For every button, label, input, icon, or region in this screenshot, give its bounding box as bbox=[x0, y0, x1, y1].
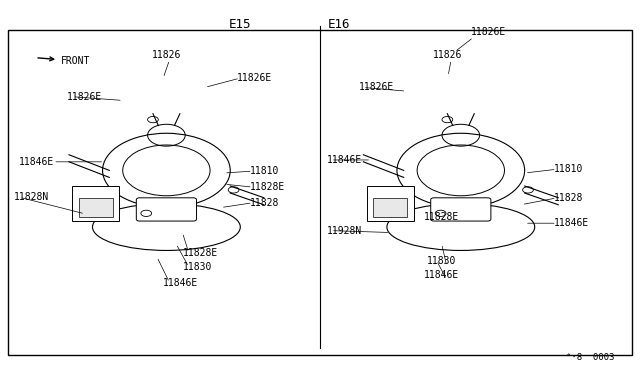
Text: 11826E: 11826E bbox=[67, 92, 102, 102]
Text: 11828E: 11828E bbox=[182, 248, 218, 258]
Bar bbox=[8, 30, 632, 355]
Text: 11830: 11830 bbox=[427, 256, 456, 266]
Text: E15: E15 bbox=[228, 18, 252, 31]
Bar bbox=[373, 198, 407, 217]
FancyBboxPatch shape bbox=[136, 198, 196, 221]
Text: 11826: 11826 bbox=[152, 49, 181, 60]
Text: 11828: 11828 bbox=[250, 198, 279, 208]
Bar bbox=[79, 198, 113, 217]
Text: 11846E: 11846E bbox=[424, 270, 460, 280]
Text: 11846E: 11846E bbox=[163, 278, 198, 288]
Text: 11846E: 11846E bbox=[19, 157, 54, 167]
Bar bbox=[367, 186, 414, 221]
Text: ^·8  0003: ^·8 0003 bbox=[566, 353, 614, 362]
Text: 11828E: 11828E bbox=[424, 212, 460, 222]
Text: 11810: 11810 bbox=[554, 164, 583, 174]
Text: 11826E: 11826E bbox=[237, 73, 272, 83]
Text: 11830: 11830 bbox=[182, 262, 212, 272]
FancyBboxPatch shape bbox=[431, 198, 491, 221]
Text: 11826E: 11826E bbox=[470, 27, 506, 37]
Text: 11826: 11826 bbox=[433, 49, 463, 60]
Text: 11828N: 11828N bbox=[14, 192, 49, 202]
Text: 11828E: 11828E bbox=[250, 182, 285, 192]
Text: 11828: 11828 bbox=[554, 193, 583, 203]
Bar bbox=[72, 186, 119, 221]
Text: 11846E: 11846E bbox=[326, 155, 362, 165]
Text: 11928N: 11928N bbox=[326, 226, 362, 235]
Text: 11826E: 11826E bbox=[358, 83, 394, 92]
Text: E16: E16 bbox=[328, 18, 351, 31]
Text: 11846E: 11846E bbox=[554, 218, 589, 228]
Text: 11810: 11810 bbox=[250, 166, 279, 176]
Text: FRONT: FRONT bbox=[38, 56, 90, 66]
